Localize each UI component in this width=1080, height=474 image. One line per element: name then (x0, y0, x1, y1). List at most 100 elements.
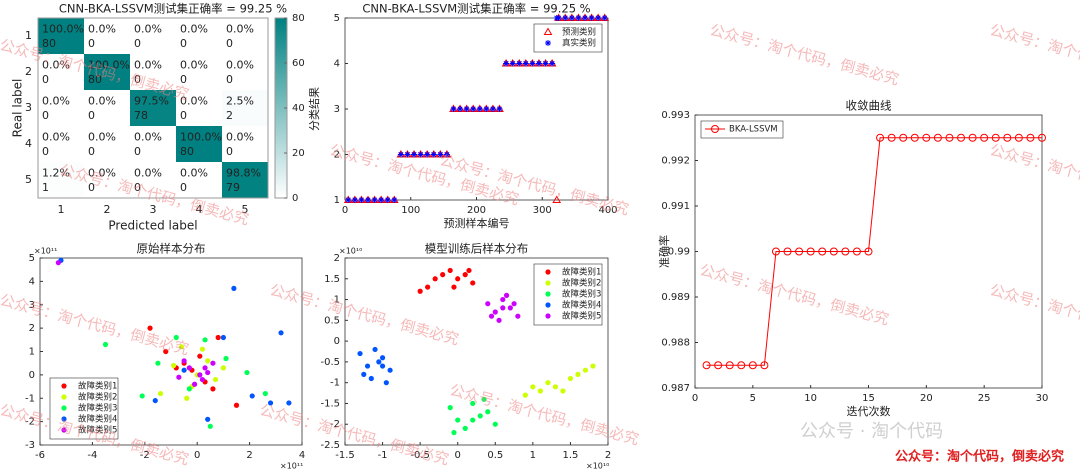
point (372, 346, 378, 353)
point (575, 371, 581, 377)
marker (737, 361, 746, 370)
x-tick-label: 25 (978, 393, 991, 404)
point (205, 416, 211, 422)
x-exponent: ×10¹⁰ (586, 462, 609, 471)
point (249, 393, 255, 399)
marker (463, 106, 470, 112)
point (522, 392, 528, 398)
point (462, 425, 468, 431)
point (244, 369, 250, 376)
y-tick-label: -1 (330, 378, 340, 389)
legend-marker (545, 302, 551, 308)
point (157, 390, 164, 397)
cell-count: 0 (134, 145, 141, 158)
cell-percent: 0.0% (134, 167, 162, 180)
marker (411, 151, 418, 158)
point (470, 280, 476, 286)
y-axis-label: Real label (11, 79, 25, 138)
chart-title: 原始样本分布 (137, 242, 206, 256)
point (485, 409, 491, 415)
point (451, 284, 457, 290)
footer-credit: 公众号：淘个代码，倒卖必究 (895, 449, 1064, 465)
heatmap-cell (176, 162, 222, 198)
marker (1014, 133, 1023, 142)
marker (397, 151, 404, 158)
cell-count: 0 (88, 181, 95, 194)
point (212, 376, 219, 383)
y-tick-label: 1 (25, 29, 32, 42)
x-tick-label: 2 (605, 450, 611, 461)
marker (378, 197, 385, 203)
heatmap-cell (84, 162, 130, 198)
point (215, 334, 221, 341)
cell-percent: 2.5% (226, 95, 254, 108)
x-tick-label: 0 (455, 450, 461, 461)
point (537, 388, 543, 394)
point (205, 358, 211, 364)
point (181, 358, 187, 364)
marker (535, 60, 542, 67)
cell-percent: 0.0% (180, 23, 208, 36)
marker (437, 151, 444, 158)
legend-marker (711, 125, 719, 133)
x-tick-label: 0 (692, 393, 698, 404)
marker (899, 133, 908, 142)
y-tick-label: 1 (29, 347, 35, 358)
heatmap-cell (176, 90, 222, 126)
point (267, 400, 274, 406)
y-tick-label: 2 (334, 253, 340, 264)
marker (795, 247, 804, 256)
legend-marker (545, 291, 551, 297)
point (477, 413, 483, 419)
point (511, 301, 517, 307)
legend-marker (545, 269, 551, 275)
y-tick-label: 0.993 (661, 110, 690, 121)
colorbar-tick-label: 40 (292, 103, 305, 114)
line (706, 137, 1042, 366)
marker (417, 151, 424, 158)
point (181, 367, 187, 373)
y-tick-label: 5 (25, 173, 32, 186)
marker (771, 247, 780, 256)
heatmap-cell (38, 162, 84, 198)
x-exponent: ×10¹¹ (280, 462, 303, 471)
y-tick-label: -3 (25, 440, 35, 451)
marker (887, 133, 896, 142)
heatmap-cell (38, 126, 84, 162)
point (567, 375, 574, 382)
cell-percent: 0.0% (42, 59, 70, 72)
x-tick-label: 30 (1036, 393, 1049, 404)
marker (542, 60, 549, 67)
point (470, 400, 476, 407)
point (207, 423, 213, 429)
point (455, 276, 461, 282)
point (560, 388, 566, 394)
x-tick-label: 2 (104, 203, 111, 216)
x-tick-label: 300 (533, 205, 552, 216)
point (470, 417, 476, 423)
marker (496, 106, 503, 112)
legend-label: 故障类别1 (78, 381, 117, 392)
marker (1003, 133, 1012, 142)
heatmap-cell (222, 162, 268, 198)
heatmap-cell (38, 90, 84, 126)
marker (424, 151, 431, 158)
point (202, 337, 208, 343)
x-tick-label: 400 (598, 205, 617, 216)
cell-count: 0 (180, 181, 187, 194)
y-tick-label: 2 (29, 323, 35, 334)
cell-percent: 0.0% (226, 59, 254, 72)
point (462, 272, 468, 278)
point (220, 334, 226, 341)
point (197, 372, 203, 378)
x-tick-label: 1.5 (562, 450, 578, 461)
point (231, 285, 237, 291)
point (278, 330, 284, 336)
marker (391, 197, 398, 203)
marker (575, 15, 582, 21)
heatmap-cell (222, 126, 268, 162)
heatmap-cell (130, 90, 176, 126)
x-tick-label: 4 (299, 450, 305, 461)
y-tick-label: 3 (334, 104, 340, 115)
point (387, 367, 393, 373)
